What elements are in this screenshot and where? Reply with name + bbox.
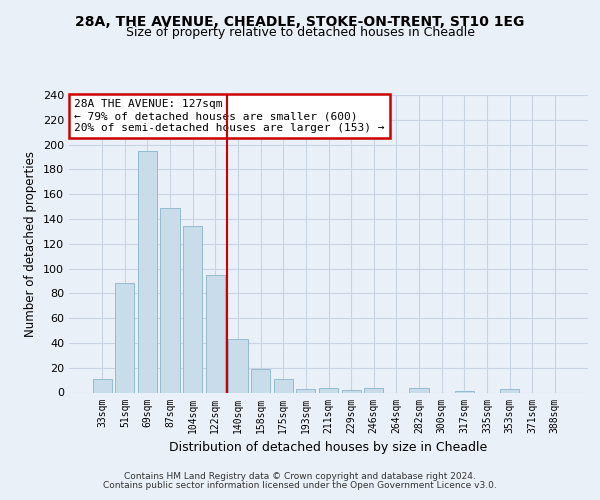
Text: Contains public sector information licensed under the Open Government Licence v3: Contains public sector information licen… [103,481,497,490]
Bar [138,151,157,392]
Y-axis label: Number of detached properties: Number of detached properties [25,151,37,337]
Bar [251,369,270,392]
Bar [364,388,383,392]
Text: Size of property relative to detached houses in Cheadle: Size of property relative to detached ho… [125,26,475,39]
Bar [341,390,361,392]
Bar [319,388,338,392]
Bar [409,388,428,392]
Text: 28A THE AVENUE: 127sqm
← 79% of detached houses are smaller (600)
20% of semi-de: 28A THE AVENUE: 127sqm ← 79% of detached… [74,100,385,132]
Bar [92,379,112,392]
Bar [115,284,134,393]
Bar [229,339,248,392]
Bar [206,274,225,392]
Text: 28A, THE AVENUE, CHEADLE, STOKE-ON-TRENT, ST10 1EG: 28A, THE AVENUE, CHEADLE, STOKE-ON-TRENT… [76,15,524,29]
Bar [160,208,180,392]
Bar [183,226,202,392]
Bar [296,389,316,392]
Text: Contains HM Land Registry data © Crown copyright and database right 2024.: Contains HM Land Registry data © Crown c… [124,472,476,481]
Bar [274,379,293,392]
Bar [500,389,519,392]
X-axis label: Distribution of detached houses by size in Cheadle: Distribution of detached houses by size … [169,441,488,454]
